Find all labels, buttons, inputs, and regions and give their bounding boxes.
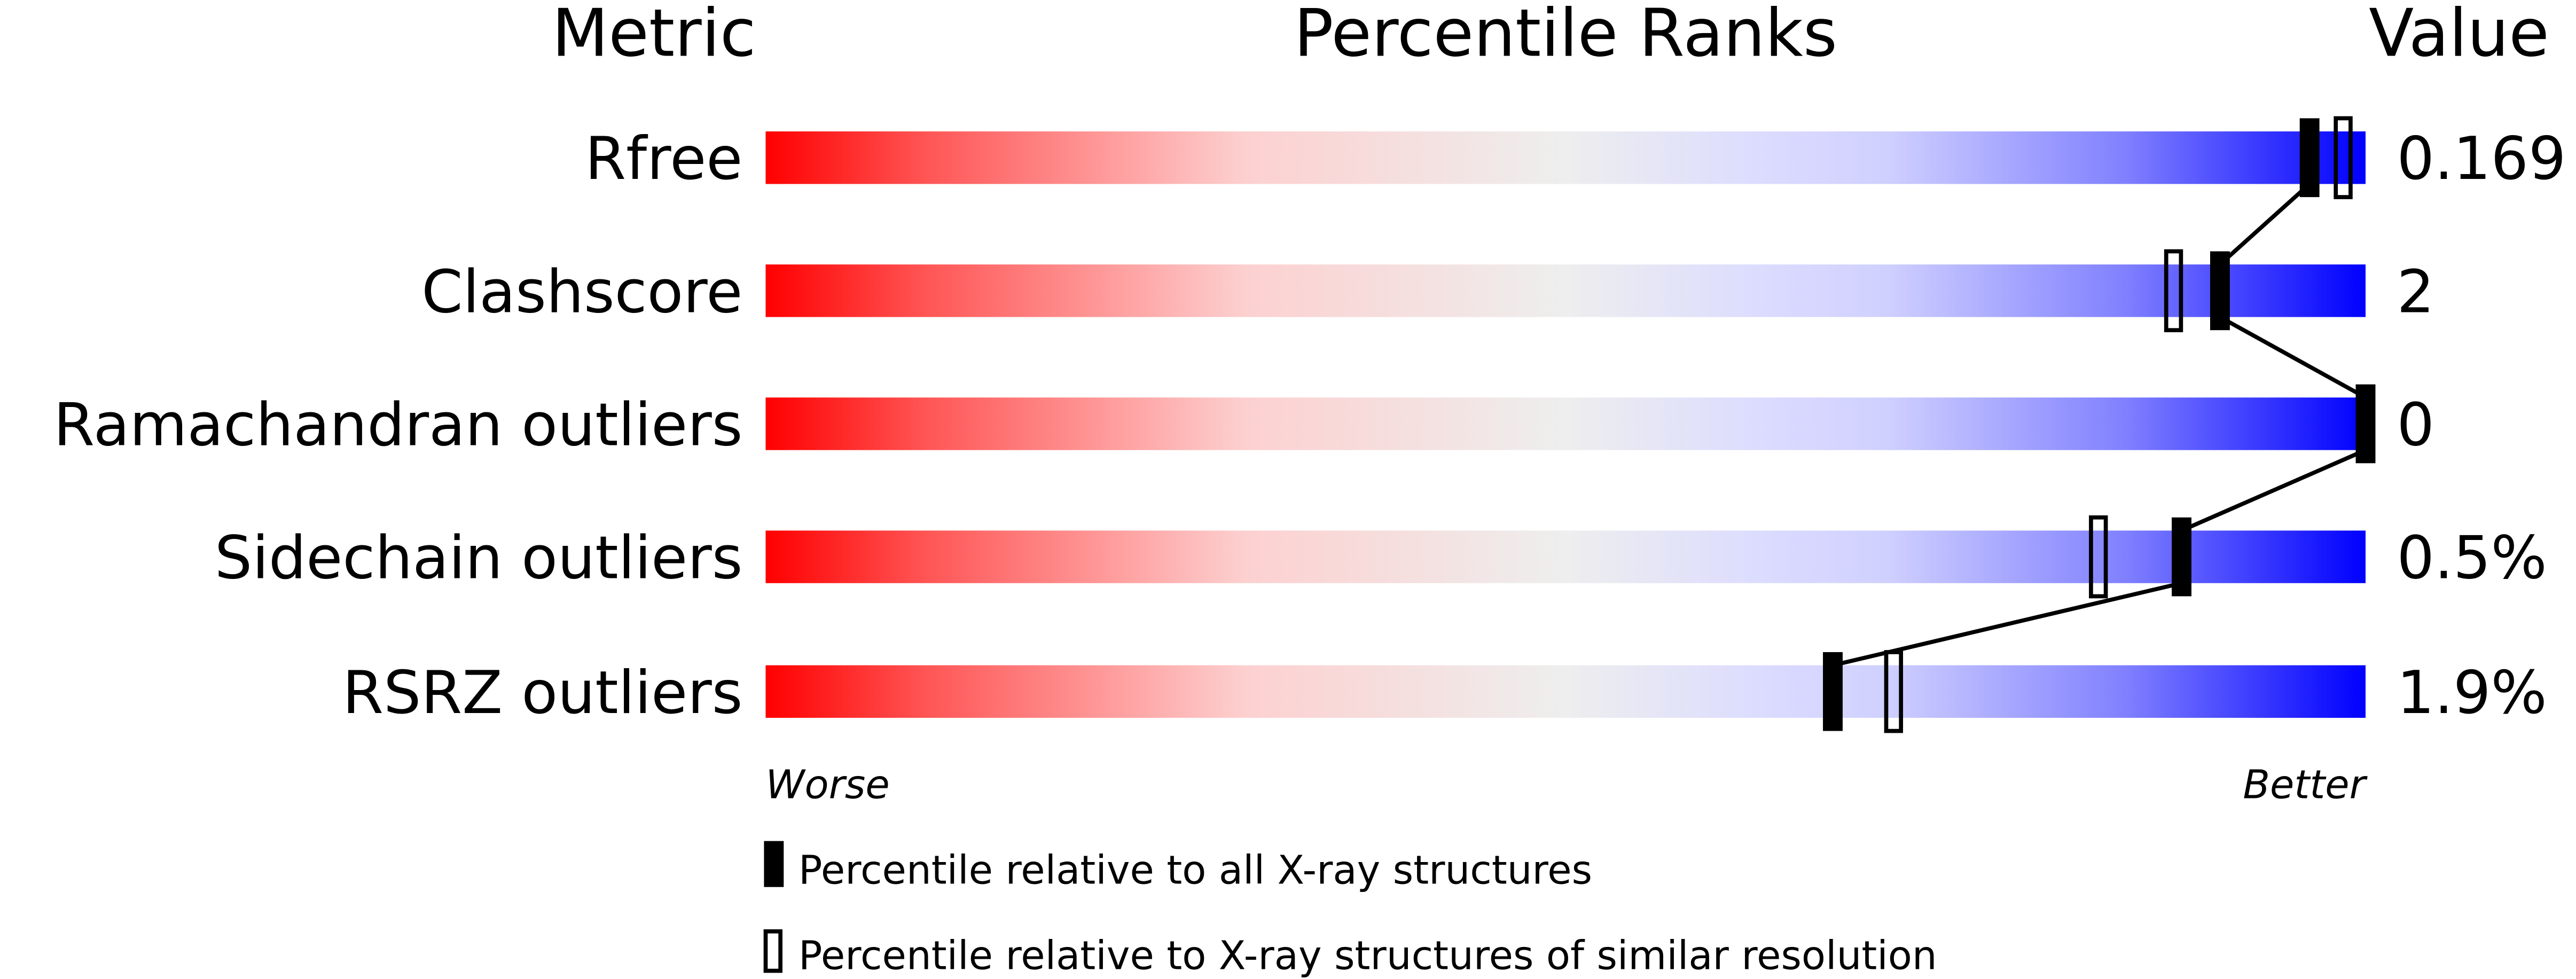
marker-all-structures	[1823, 652, 1843, 731]
metric-label: Sidechain outliers	[215, 524, 743, 593]
percentile-bar	[765, 131, 2366, 184]
connector-line	[2219, 315, 2367, 400]
header-value: Value	[2369, 0, 2549, 72]
axis-better-label: Better	[2243, 762, 2368, 808]
percentile-bar	[765, 665, 2366, 718]
marker-similar-resolution	[2089, 515, 2108, 599]
metric-label: Rfree	[585, 124, 742, 193]
metric-value: 0	[2397, 390, 2434, 459]
legend-filled-marker	[764, 841, 784, 887]
metric-label: Ramachandran outliers	[53, 390, 742, 459]
marker-similar-resolution	[2164, 249, 2183, 333]
header-percentile-ranks: Percentile Ranks	[1294, 0, 1837, 72]
percentile-bar	[765, 264, 2366, 317]
connector-line	[2218, 182, 2311, 267]
metric-label: RSRZ outliers	[342, 659, 742, 727]
connector-line	[1832, 581, 2182, 668]
metric-value: 0.5%	[2397, 524, 2547, 593]
legend-all-label: Percentile relative to all X-ray structu…	[798, 848, 1592, 894]
metric-value: 0.169	[2397, 124, 2566, 193]
percentile-bar	[765, 397, 2366, 450]
marker-similar-resolution	[2334, 116, 2353, 199]
marker-all-structures	[2210, 251, 2230, 331]
marker-all-structures	[2355, 384, 2376, 464]
axis-worse-label: Worse	[765, 762, 889, 808]
legend-similar-label: Percentile relative to X-ray structures …	[798, 933, 1937, 979]
marker-all-structures	[2299, 118, 2320, 198]
percentile-bar	[765, 530, 2366, 583]
metric-value: 2	[2397, 257, 2434, 326]
connector-line	[2181, 448, 2367, 532]
marker-all-structures	[2172, 517, 2191, 597]
header-metric: Metric	[552, 0, 756, 72]
metric-label: Clashscore	[421, 257, 742, 326]
legend-open-marker	[763, 929, 783, 973]
metric-value: 1.9%	[2397, 659, 2547, 727]
